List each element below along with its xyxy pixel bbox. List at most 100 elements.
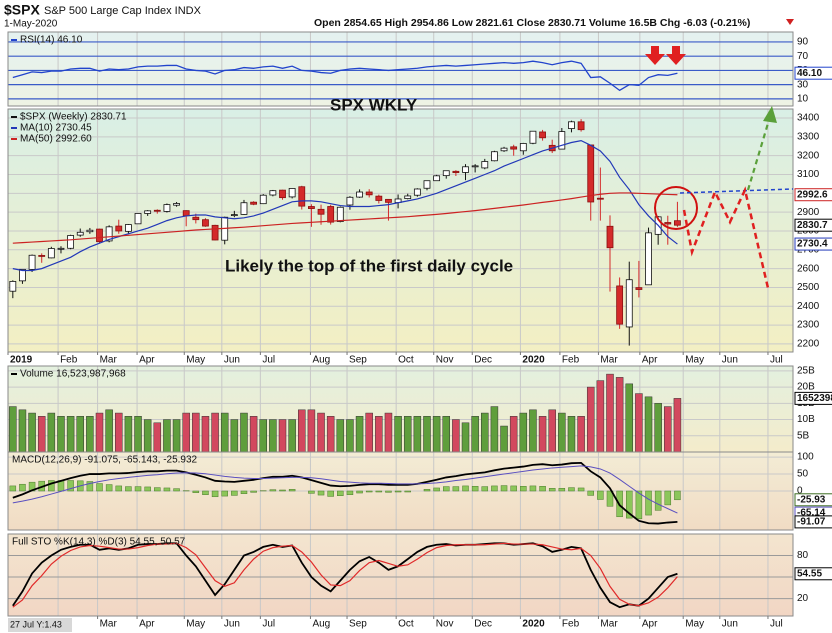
series-line [12, 542, 678, 608]
histogram-bar [48, 480, 55, 492]
series-line [12, 192, 678, 244]
x-tick-label: 2020 [522, 355, 545, 366]
histogram-bar [192, 490, 200, 493]
volume-bar [269, 419, 277, 452]
volume-bar [201, 416, 210, 452]
histogram-bar [664, 490, 672, 506]
histogram-bar [423, 489, 431, 492]
forecast-arrow-head [763, 106, 777, 123]
x-tick-label: Jul [262, 619, 275, 630]
histogram-bar [346, 490, 354, 495]
quote: Open 2854.65 High 2954.86 Low 2821.61 Cl… [314, 17, 750, 29]
volume-bar [596, 380, 605, 452]
last-value-label: 54.55 [797, 568, 822, 579]
y-tick-label: 50 [797, 469, 809, 480]
corner-note-box [8, 618, 72, 632]
x-tick-label: Dec [474, 355, 492, 366]
candle-body [96, 228, 103, 243]
candle-body [173, 203, 180, 206]
legend-label: Volume 16,523,987,968 [20, 369, 126, 380]
candle-body [404, 195, 412, 199]
histogram-bar [134, 486, 142, 492]
candle-body [510, 146, 518, 150]
histogram-bar [163, 487, 171, 492]
legend-marker [11, 373, 17, 375]
histogram-bar [202, 490, 209, 495]
volume-bar [143, 419, 152, 452]
histogram-bar [385, 490, 392, 493]
x-tick-label: 2020 [522, 619, 545, 630]
volume-bar [326, 416, 335, 452]
histogram-bar [404, 490, 411, 493]
histogram-bar [645, 490, 652, 516]
x-tick-label: Oct [398, 355, 414, 366]
candle-body [153, 209, 161, 212]
histogram-bar [96, 483, 103, 492]
y-tick-label: 10 [797, 94, 809, 105]
x-tick-label: Feb [562, 619, 580, 630]
volume-bar [76, 416, 84, 452]
histogram-bar [115, 485, 123, 492]
x-tick-label: May [685, 619, 704, 630]
last-value-box [794, 218, 832, 232]
last-value-box [794, 567, 832, 581]
histogram-bar [510, 485, 517, 492]
volume-bar [673, 398, 682, 452]
forecast-path [682, 186, 770, 289]
candle-body [250, 201, 258, 205]
candle-body [423, 180, 431, 189]
candle-body [375, 195, 383, 201]
arrow-head [645, 54, 665, 65]
volume-bar [346, 419, 354, 452]
x-tick-label: Dec [474, 619, 492, 630]
legend-label: MA(10) 2730.45 [20, 123, 92, 134]
y-tick-label: 30 [797, 79, 809, 90]
candle-body [519, 143, 527, 152]
candle-body [645, 232, 652, 286]
volume-bar [606, 373, 614, 452]
histogram-bar [211, 490, 219, 498]
y-tick-label: 20 [797, 593, 809, 604]
y-tick-label: 3300 [797, 131, 820, 142]
candle-body [115, 225, 123, 232]
y-tick-label: 70 [797, 51, 809, 62]
x-tick-label: Sep [349, 355, 367, 366]
volume-bar [452, 419, 460, 452]
x-tick-label: Nov [436, 619, 454, 630]
candle-body [442, 170, 450, 177]
histogram-bar [375, 490, 383, 493]
volume-bar [66, 416, 75, 452]
histogram-bar [327, 490, 334, 497]
volume-bar [654, 403, 662, 452]
candle-body [47, 248, 55, 259]
y-tick-label: 2500 [797, 282, 820, 293]
histogram-bar [9, 485, 17, 492]
volume-bar [298, 409, 306, 452]
candle-body [202, 219, 209, 227]
legend-marker [11, 138, 17, 140]
x-tick-label: May [685, 355, 704, 366]
volume-bar [664, 406, 672, 452]
candle-body [86, 229, 94, 233]
x-tick-label: Jul [770, 355, 783, 366]
volume-bar [442, 416, 451, 452]
volume-bar [220, 412, 229, 452]
candle-body [587, 144, 595, 203]
histogram-bar [597, 490, 604, 500]
candle-body [19, 268, 26, 282]
histogram-bar [481, 486, 489, 492]
candle-body [279, 189, 286, 199]
y-tick-label: 100 [797, 452, 814, 463]
volume-bar [471, 416, 479, 452]
volume-bar [57, 416, 65, 452]
histogram-bar [443, 486, 450, 492]
histogram-bar [606, 490, 614, 507]
histogram-bar [452, 486, 460, 492]
last-value-label: 46.10 [797, 68, 822, 79]
candle-body [317, 208, 325, 215]
arrow-head [666, 54, 686, 65]
y-tick-label: 80 [797, 550, 809, 561]
arrow-shaft [651, 46, 659, 54]
legend-label: $SPX (Weekly) 2830.71 [20, 112, 127, 123]
